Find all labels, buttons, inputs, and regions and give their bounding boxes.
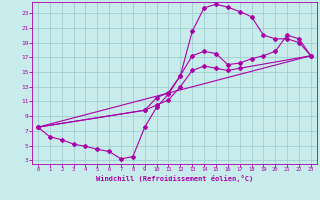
X-axis label: Windchill (Refroidissement éolien,°C): Windchill (Refroidissement éolien,°C) [96,175,253,182]
